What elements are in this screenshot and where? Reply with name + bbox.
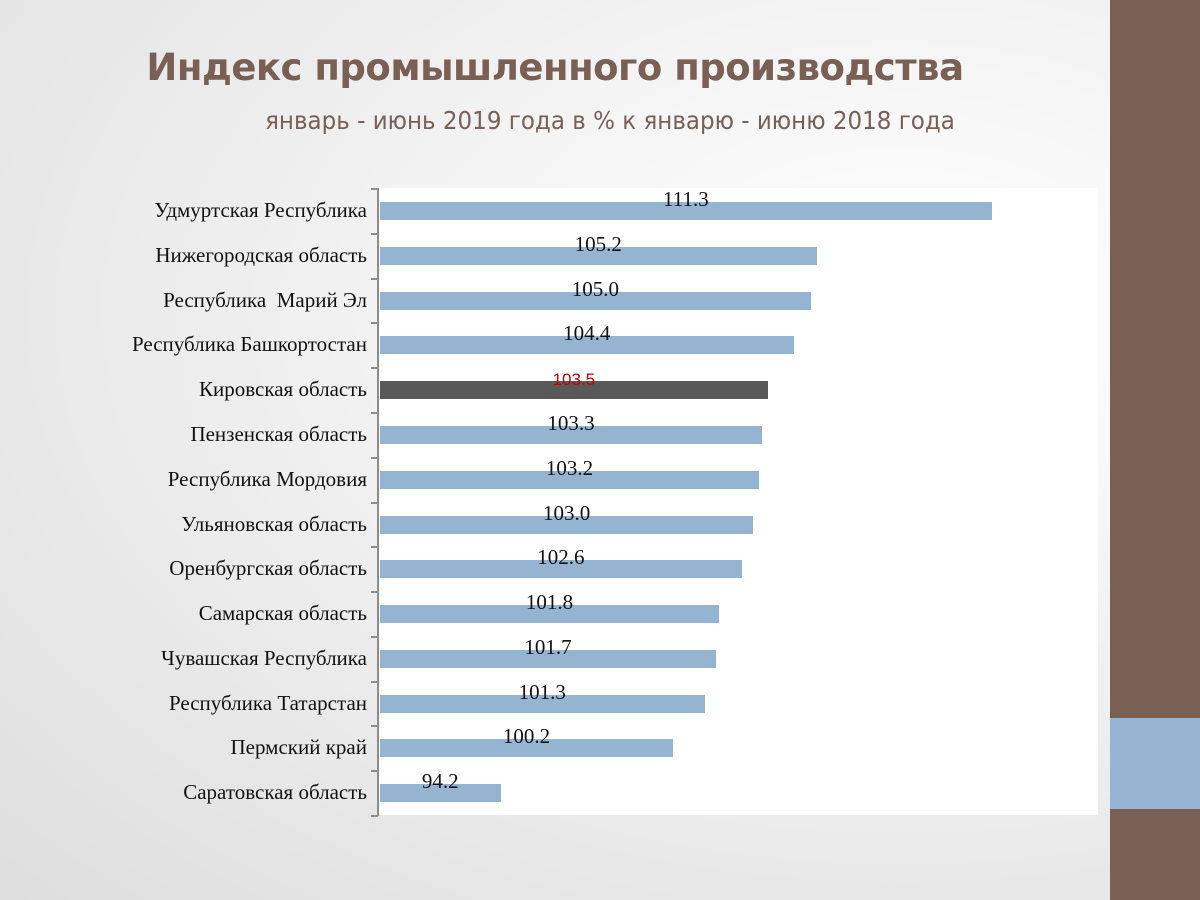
bar [380,560,742,578]
axis-tick [371,815,378,817]
category-label: Республика Мордовия [167,467,367,491]
value-label: 104.4 [563,321,611,345]
axis-tick [371,502,378,504]
category-label: Пермский край [230,735,367,759]
value-label: 103.3 [547,411,595,435]
bar [380,292,811,310]
category-label: Ульяновская область [181,512,367,536]
bar [380,739,673,757]
value-label: 102.6 [537,545,585,569]
value-label: 94.2 [421,769,459,793]
bar-row: Республика Марий Эл 105.0 [0,277,1100,323]
bar-row: Самарская область 101.8 [0,590,1100,636]
bar [380,650,717,668]
bar-row: Нижегородская область 105.2 [0,232,1100,278]
category-label: Нижегородская область [155,243,367,267]
value-label: 105.2 [574,232,622,256]
bar-row: Чувашская Республика 101.7 [0,635,1100,681]
bar-row: Кировская область 103.5 [0,367,1100,412]
bar-row: Удмуртская Республика 111.3 [0,187,1100,233]
category-label: Республика Татарстан [168,691,367,715]
axis-tick [371,322,378,324]
bar-row: Пензенская область 103.3 [0,411,1100,457]
category-label: Саратовская область [183,780,367,804]
axis-tick [371,278,378,280]
decorative-stripe-accent [1110,718,1200,809]
bar [380,202,992,220]
category-label: Чувашская Республика [161,646,367,670]
bar [380,605,719,623]
category-axis-line [377,188,379,816]
axis-tick [371,770,378,772]
slide-title: Индекс промышленного производства [146,46,964,89]
axis-tick [371,233,378,235]
axis-tick [371,412,378,414]
axis-tick [371,636,378,638]
bar [380,471,760,489]
axis-tick [371,591,378,593]
category-label: Кировская область [198,377,367,401]
bar [380,784,501,802]
axis-tick [371,188,378,190]
value-label: 111.3 [663,187,709,211]
category-label: Республика Башкортостан [131,332,367,356]
bar [380,336,794,354]
bar-row: Оренбургская область 102.6 [0,545,1100,591]
value-label: 103.5 [552,370,596,389]
value-label: 101.3 [518,680,566,704]
category-label: Оренбургская область [169,556,367,580]
value-label: 103.2 [545,456,594,480]
category-label: Пензенская область [190,422,367,446]
value-label: 103.0 [543,501,591,525]
bar [380,695,705,713]
category-label: Республика Марий Эл [163,288,367,312]
axis-tick [371,457,378,459]
bar-row: Республика Башкортостан 104.4 [0,321,1100,367]
bar-row: Республика Татарстан 101.3 [0,680,1100,726]
bar-row: Саратовская область 94.2 [0,769,1100,815]
bar [380,426,762,444]
axis-tick [371,681,378,683]
category-label: Удмуртская Республика [154,198,367,222]
value-label: 101.7 [524,635,572,659]
axis-tick [371,725,378,727]
bar [380,247,817,265]
value-label: 100.2 [502,724,551,748]
highlighted-bar [380,381,768,399]
bar-row: Ульяновская область 103.0 [0,501,1100,547]
bar-row: Республика Мордовия 103.2 [0,456,1100,502]
category-label: Самарская область [198,601,367,625]
value-label: 101.8 [525,590,574,614]
axis-tick [371,367,378,369]
value-label: 105.0 [571,277,620,301]
bar [380,516,754,534]
bar-row: Пермский край 100.2 [0,724,1100,770]
slide-subtitle: январь - июнь 2019 года в % к январю - и… [265,106,955,135]
axis-tick [371,546,378,548]
